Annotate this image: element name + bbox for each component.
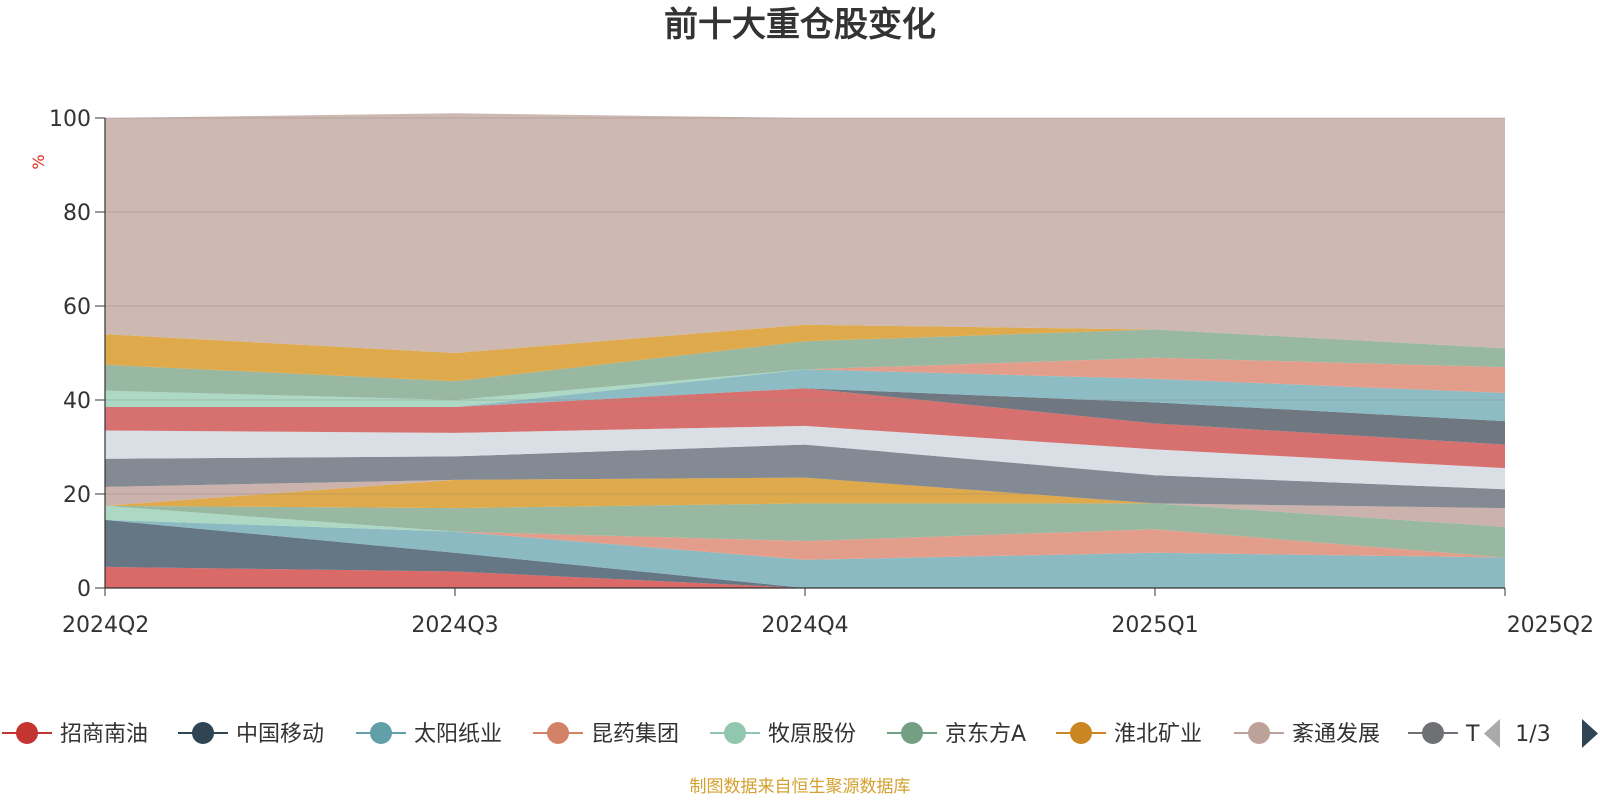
area-series-group: [105, 113, 1505, 588]
legend-label: 招商南油: [60, 722, 148, 747]
legend-item[interactable]: 紊通发展: [1234, 722, 1380, 747]
x-tick-label: 2024Q3: [411, 613, 498, 638]
legend-label: 淮北矿业: [1114, 722, 1202, 747]
legend: 招商南油 中国移动 太阳纸业 昆药集团 牧原股份 京东方A 淮北矿业 紊通发展 T 1/3: [2, 719, 1598, 748]
legend-dot-marker: [1422, 722, 1444, 744]
legend-item[interactable]: 太阳纸业: [356, 722, 502, 747]
legend-item[interactable]: 京东方A: [887, 722, 1026, 747]
area-series-2: [105, 519, 1505, 588]
area-series-12: [105, 388, 1505, 445]
area-series-7: [105, 477, 1505, 527]
x-tick-label: 2024Q2: [62, 613, 149, 638]
y-tick-label: 100: [49, 107, 91, 132]
area-series-17: [105, 324, 1505, 382]
area-series-9: [105, 444, 1505, 509]
legend-dot-marker: [1248, 722, 1270, 744]
area-series-16: [105, 329, 1505, 400]
y-axis-unit-label: %: [29, 154, 48, 169]
legend-dot-marker: [16, 722, 38, 744]
area-series-13: [105, 369, 1505, 422]
legend-item[interactable]: T: [1408, 722, 1480, 747]
area-series-11: [105, 388, 1505, 469]
legend-dot-marker: [370, 722, 392, 744]
y-tick-label: 40: [63, 389, 91, 414]
area-series-4: [105, 519, 1505, 560]
area-series-15: [105, 357, 1505, 407]
legend-item[interactable]: 昆药集团: [533, 722, 679, 747]
area-series-18: [105, 113, 1505, 353]
legend-dot-marker: [724, 722, 746, 744]
legend-dot-marker: [1070, 722, 1092, 744]
legend-item[interactable]: 中国移动: [178, 722, 324, 747]
y-tick-label: 60: [63, 295, 91, 320]
legend-prev-page-icon[interactable]: [1484, 719, 1500, 748]
legend-dot-marker: [547, 722, 569, 744]
area-series-3: [105, 519, 1505, 588]
legend-label: T: [1465, 722, 1480, 747]
legend-next-page-icon[interactable]: [1582, 719, 1598, 748]
legend-page-indicator: 1/3: [1515, 722, 1550, 747]
area-series-1: [105, 566, 1505, 588]
legend-label: 京东方A: [945, 722, 1026, 747]
y-tick-label: 80: [63, 201, 91, 226]
legend-item[interactable]: 牧原股份: [710, 722, 856, 747]
legend-item[interactable]: 招商南油: [2, 722, 148, 747]
chart-title: 前十大重仓股变化: [664, 5, 936, 45]
x-tick-label: 2025Q2: [1507, 613, 1594, 638]
x-tick-label: 2025Q1: [1111, 613, 1198, 638]
legend-label: 太阳纸业: [414, 722, 502, 747]
x-tick-label: 2024Q4: [761, 613, 848, 638]
y-tick-label: 0: [77, 577, 91, 602]
axes: 0 20 40 60 80 100 2024Q2 2024Q3 2024Q4 2025Q1 2025…: [49, 107, 1594, 638]
legend-dot-marker: [192, 722, 214, 744]
legend-label: 紊通发展: [1292, 722, 1380, 747]
legend-label: 牧原股份: [768, 722, 856, 747]
area-series-6: [105, 503, 1505, 558]
y-tick-label: 20: [63, 483, 91, 508]
legend-dot-marker: [901, 722, 923, 744]
area-series-10: [105, 425, 1505, 490]
data-source-note: 制图数据来自恒生聚源数据库: [690, 777, 911, 797]
legend-label: 昆药集团: [591, 722, 679, 747]
grid-lines: [105, 117, 1505, 495]
area-series-14: [105, 357, 1505, 407]
legend-label: 中国移动: [236, 722, 324, 747]
legend-item[interactable]: 淮北矿业: [1056, 722, 1202, 747]
